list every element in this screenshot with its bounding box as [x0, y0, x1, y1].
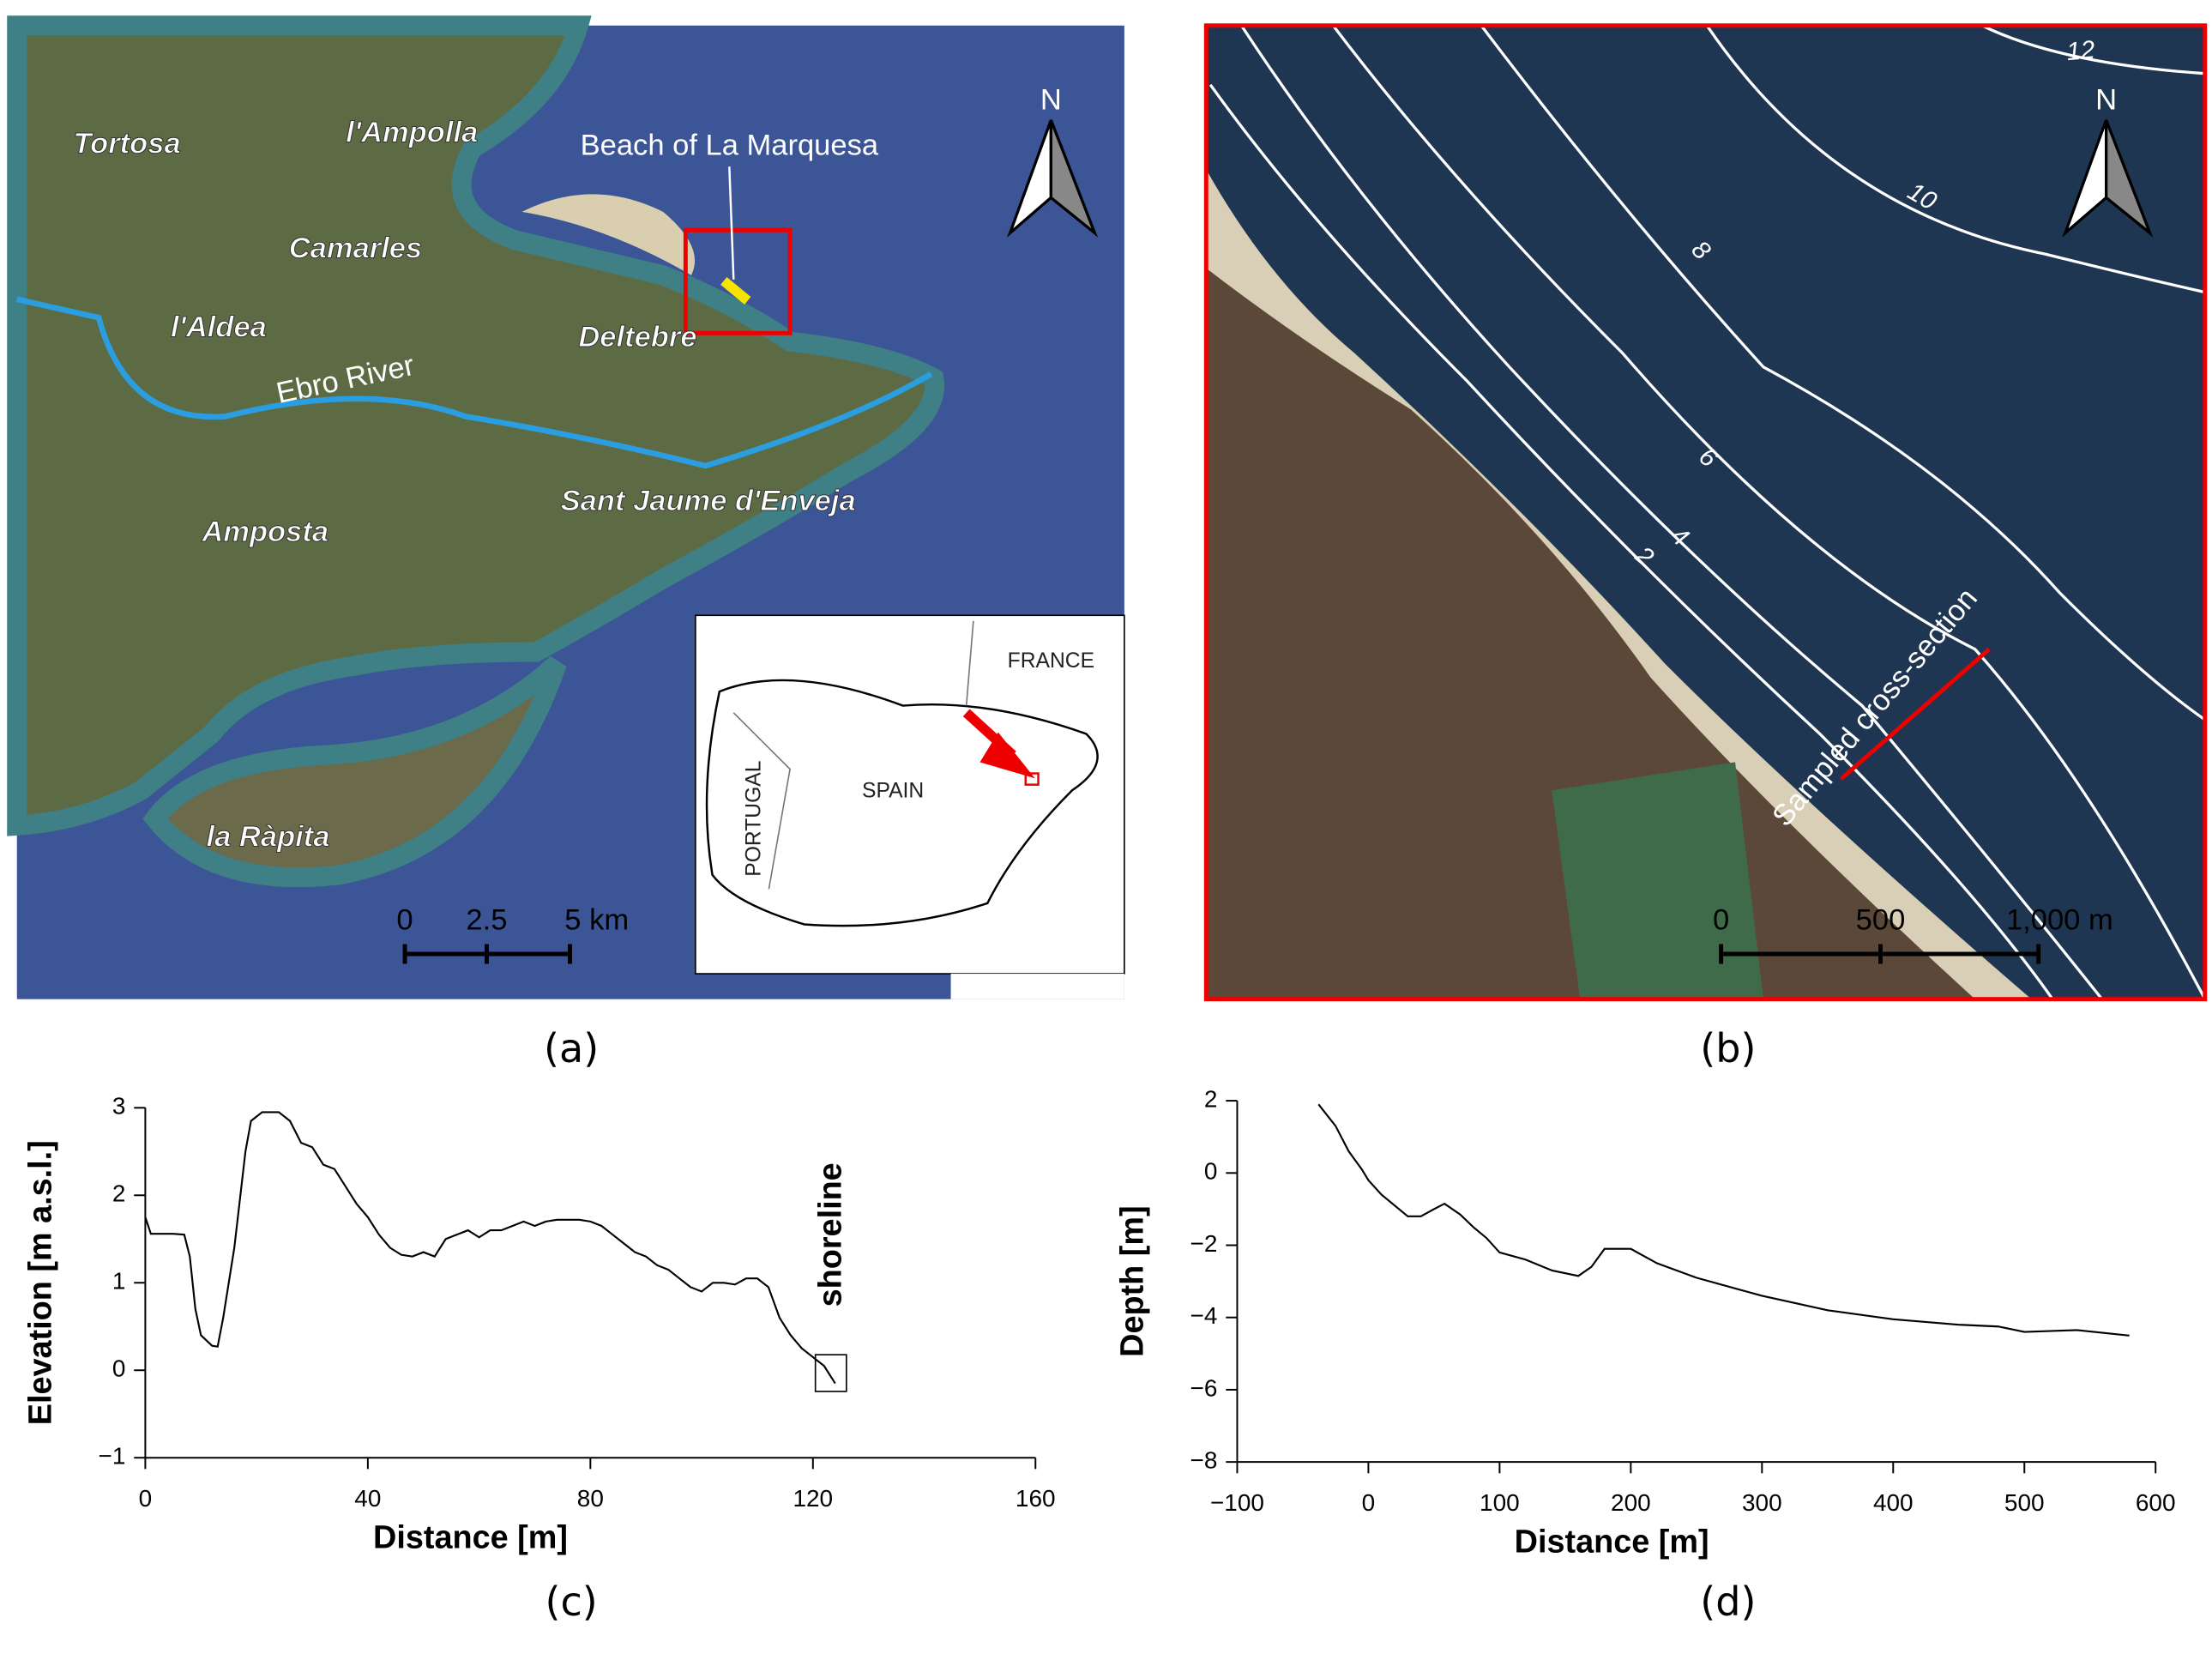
scale-label: 1,000 m [2006, 903, 2113, 936]
x-tick-label: 40 [354, 1485, 381, 1512]
y-tick-label: 1 [112, 1268, 126, 1295]
map-b: 12 10 8 6 4 2 Sampled cross-section N 0 … [1203, 23, 2208, 1002]
leader [728, 166, 735, 280]
y-tick-label: −6 [1190, 1374, 1218, 1401]
place-label: Tortosa [73, 128, 180, 160]
scale-label: 0 [396, 903, 413, 936]
inset-arrow [962, 709, 1035, 779]
frame [1203, 23, 2208, 1002]
place-label: Amposta [201, 516, 328, 548]
y-tick-label: −8 [1190, 1447, 1218, 1474]
y-axis-title: Depth [m] [1114, 1205, 1150, 1356]
caption: (a) [544, 1025, 599, 1071]
data-line [144, 1111, 836, 1385]
contour [1705, 24, 2206, 294]
y-axis-title: Elevation [m a.s.l.] [22, 1140, 58, 1425]
north-label: N [2095, 84, 2117, 117]
place-label: l'Ampolla [346, 117, 478, 149]
x-axis-title: Distance [m] [1515, 1524, 1709, 1560]
y-tick-label: 0 [112, 1355, 126, 1382]
field [1552, 762, 1763, 999]
place-label: Sant Jaume d'Enveja [561, 485, 856, 517]
contour [1981, 24, 2205, 75]
spit [521, 194, 696, 275]
zoom-box [683, 227, 793, 335]
y-tick-label: 3 [112, 1093, 126, 1120]
scale-label: 0 [1713, 903, 1729, 936]
scale-label: 2.5 [466, 903, 507, 936]
north-arrow [1049, 119, 1099, 238]
place-label: Camarles [289, 232, 422, 264]
land [7, 15, 945, 836]
scale-label: 5 km [564, 903, 629, 936]
contour [1331, 24, 2207, 1000]
y-tick-label: −1 [99, 1443, 126, 1470]
x-tick-label: 600 [2136, 1489, 2176, 1516]
north-arrow [2104, 119, 2154, 238]
contours [1208, 24, 2207, 1000]
north-label: N [1040, 84, 1062, 117]
land [1206, 268, 1975, 999]
place-label: l'Aldea [171, 311, 267, 344]
inset-label: SPAIN [862, 779, 924, 802]
y-tick-label: −2 [1190, 1230, 1218, 1257]
x-tick-label: 400 [1873, 1489, 1914, 1516]
x-tick-label: 200 [1611, 1489, 1651, 1516]
caption: (b) [1700, 1025, 1756, 1071]
border [732, 620, 974, 890]
beach-label: Beach of La Marquesa [581, 129, 879, 161]
place-label: Deltebre [578, 321, 696, 353]
x-axis-title: Distance [m] [373, 1520, 568, 1556]
inset-pad [950, 974, 1124, 999]
inset-box [1024, 772, 1040, 786]
y-tick-label: 2 [1204, 1085, 1218, 1112]
y-tick-label: 0 [1204, 1158, 1218, 1185]
x-tick-label: 160 [1016, 1485, 1056, 1512]
y-tick-label: −4 [1190, 1302, 1218, 1329]
cross-section [1839, 647, 1991, 781]
south-spit [142, 655, 567, 888]
x-tick-label: 0 [1362, 1489, 1376, 1516]
data-line [1317, 1103, 2130, 1337]
river [16, 296, 933, 469]
annotation: shoreline [812, 1162, 848, 1307]
map-a: N Tortosa l'Ampolla Camarles l'Aldea Del… [7, 15, 1125, 999]
contour [1240, 24, 2103, 1000]
x-tick-label: 0 [139, 1485, 153, 1512]
contour [1208, 83, 2054, 1000]
y-tick-label: 2 [112, 1180, 126, 1207]
inset-label: PORTUGAL [742, 761, 765, 877]
x-tick-label: 80 [577, 1485, 604, 1512]
caption: (c) [545, 1579, 598, 1625]
shoreline-box [814, 1354, 847, 1392]
scale-bar [1719, 944, 2041, 964]
x-tick-label: 120 [793, 1485, 833, 1512]
place-label: la Ràpita [207, 820, 330, 853]
x-tick-label: −100 [1210, 1489, 1264, 1516]
scale-label: 500 [1856, 903, 1906, 936]
x-tick-label: 100 [1480, 1489, 1520, 1516]
inset-label: FRANCE [1008, 649, 1094, 673]
x-tick-label: 500 [2004, 1489, 2045, 1516]
x-tick-label: 300 [1742, 1489, 1782, 1516]
contour-label: 12 [2065, 35, 2096, 66]
scale-bar [402, 944, 572, 964]
caption: (d) [1700, 1579, 1756, 1625]
beach-marker [720, 277, 751, 305]
contour [1480, 24, 2206, 721]
